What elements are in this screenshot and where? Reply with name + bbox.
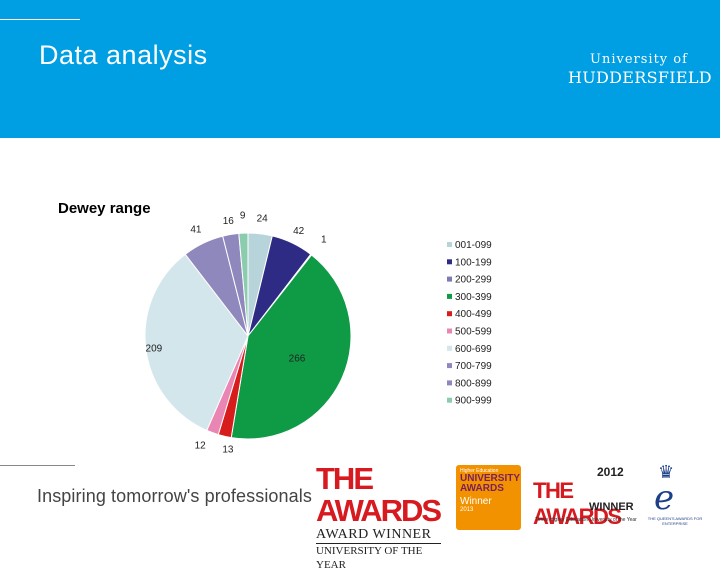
legend-label-800-899: 800-899 xyxy=(455,378,492,389)
legend-swatch-300-399 xyxy=(447,293,452,299)
award2-caption: Higher Education xyxy=(460,468,499,474)
legend-label-400-499: 400-499 xyxy=(455,309,492,320)
legend-label-700-799: 700-799 xyxy=(455,361,492,372)
award2-title: UNIVERSITY AWARDS xyxy=(460,473,520,494)
legend-label-300-399: 300-399 xyxy=(455,292,492,303)
award1-caption: UNIVERSITY OF THE YEAR xyxy=(316,543,441,572)
data-label-400-499: 13 xyxy=(222,444,234,455)
legend-swatch-800-899 xyxy=(447,380,452,386)
data-labels: 24 42 1 266 13 12 209 41 16 9 xyxy=(146,211,327,456)
data-label-100-199: 42 xyxy=(293,226,305,237)
data-label-300-399: 266 xyxy=(289,354,306,365)
legend-label-001-099: 001-099 xyxy=(455,240,492,251)
award3-year: 2012 xyxy=(597,465,624,479)
award2-winner: Winner xyxy=(460,496,492,507)
award3-title: THE AWARDS xyxy=(533,478,622,529)
legend-label-900-999: 900-999 xyxy=(455,396,492,407)
header-banner: Data analysis University of HUDDERSFIELD xyxy=(0,0,720,138)
pie-slices xyxy=(144,232,352,440)
award1-title: THE AWARDS xyxy=(316,461,442,528)
award3-caption: Times Higher Education University of the… xyxy=(535,517,637,523)
legend-label-100-199: 100-199 xyxy=(455,257,492,268)
data-label-200-299: 1 xyxy=(321,234,327,245)
legend-swatch-500-599 xyxy=(447,328,452,334)
the-awards-badge: THE AWARDS AWARD WINNER UNIVERSITY OF TH… xyxy=(316,461,442,571)
logo-line-2: HUDDERSFIELD xyxy=(568,68,712,87)
university-logo: University of HUDDERSFIELD xyxy=(568,52,712,87)
footer-tagline: Inspiring tomorrow's professionals xyxy=(37,486,312,506)
pie-slice-600-699 xyxy=(144,253,249,432)
award1-subtitle: AWARD WINNER xyxy=(316,527,432,542)
award4-emblem: e xyxy=(654,478,675,518)
university-awards-badge: Higher Education UNIVERSITY AWARDS Winne… xyxy=(456,465,521,530)
header-divider xyxy=(0,19,80,20)
legend-swatch-400-499 xyxy=(447,311,452,317)
data-label-500-599: 12 xyxy=(195,440,207,451)
data-label-700-799: 41 xyxy=(190,225,202,236)
crown-icon: ♛ xyxy=(658,462,675,482)
data-label-001-099: 24 xyxy=(257,213,269,224)
pie-slice-300-399 xyxy=(230,254,352,440)
award4-caption: THE QUEEN'S AWARDS FOR ENTERPRISE xyxy=(647,516,703,526)
chart-legend: 001-099 100-199 200-299 300-399 400-499 500-5… xyxy=(447,240,492,407)
pie-slice-900-999 xyxy=(238,232,249,337)
award2-year: 2013 xyxy=(460,507,474,513)
legend-swatch-001-099 xyxy=(447,242,452,247)
data-label-600-699: 209 xyxy=(146,344,163,355)
pie-chart: 24 42 1 266 13 12 209 41 16 9 001-099 100-199 200-2… xyxy=(144,211,492,456)
legend-label-600-699: 600-699 xyxy=(455,344,492,355)
legend-label-500-599: 500-599 xyxy=(455,327,492,338)
award3-winner: WINNER xyxy=(589,501,634,513)
slide-title: Data analysis xyxy=(39,40,208,70)
footer-divider xyxy=(0,465,75,466)
chart-title: Dewey range xyxy=(58,200,151,217)
legend-swatch-900-999 xyxy=(447,397,452,403)
legend-swatch-600-699 xyxy=(447,345,452,351)
queens-award-logo: ♛ e THE QUEEN'S AWARDS FOR ENTERPRISE xyxy=(640,462,708,532)
logo-line-1: University of xyxy=(590,52,688,67)
legend-swatch-200-299 xyxy=(447,276,452,282)
data-label-800-899: 16 xyxy=(223,216,235,227)
the-awards-2012-badge: 2012 THE AWARDS WINNER Times Higher Educ… xyxy=(533,465,637,530)
legend-label-200-299: 200-299 xyxy=(455,275,492,286)
legend-swatch-100-199 xyxy=(447,259,452,265)
data-label-900-999: 9 xyxy=(240,211,246,222)
legend-swatch-700-799 xyxy=(447,363,452,369)
